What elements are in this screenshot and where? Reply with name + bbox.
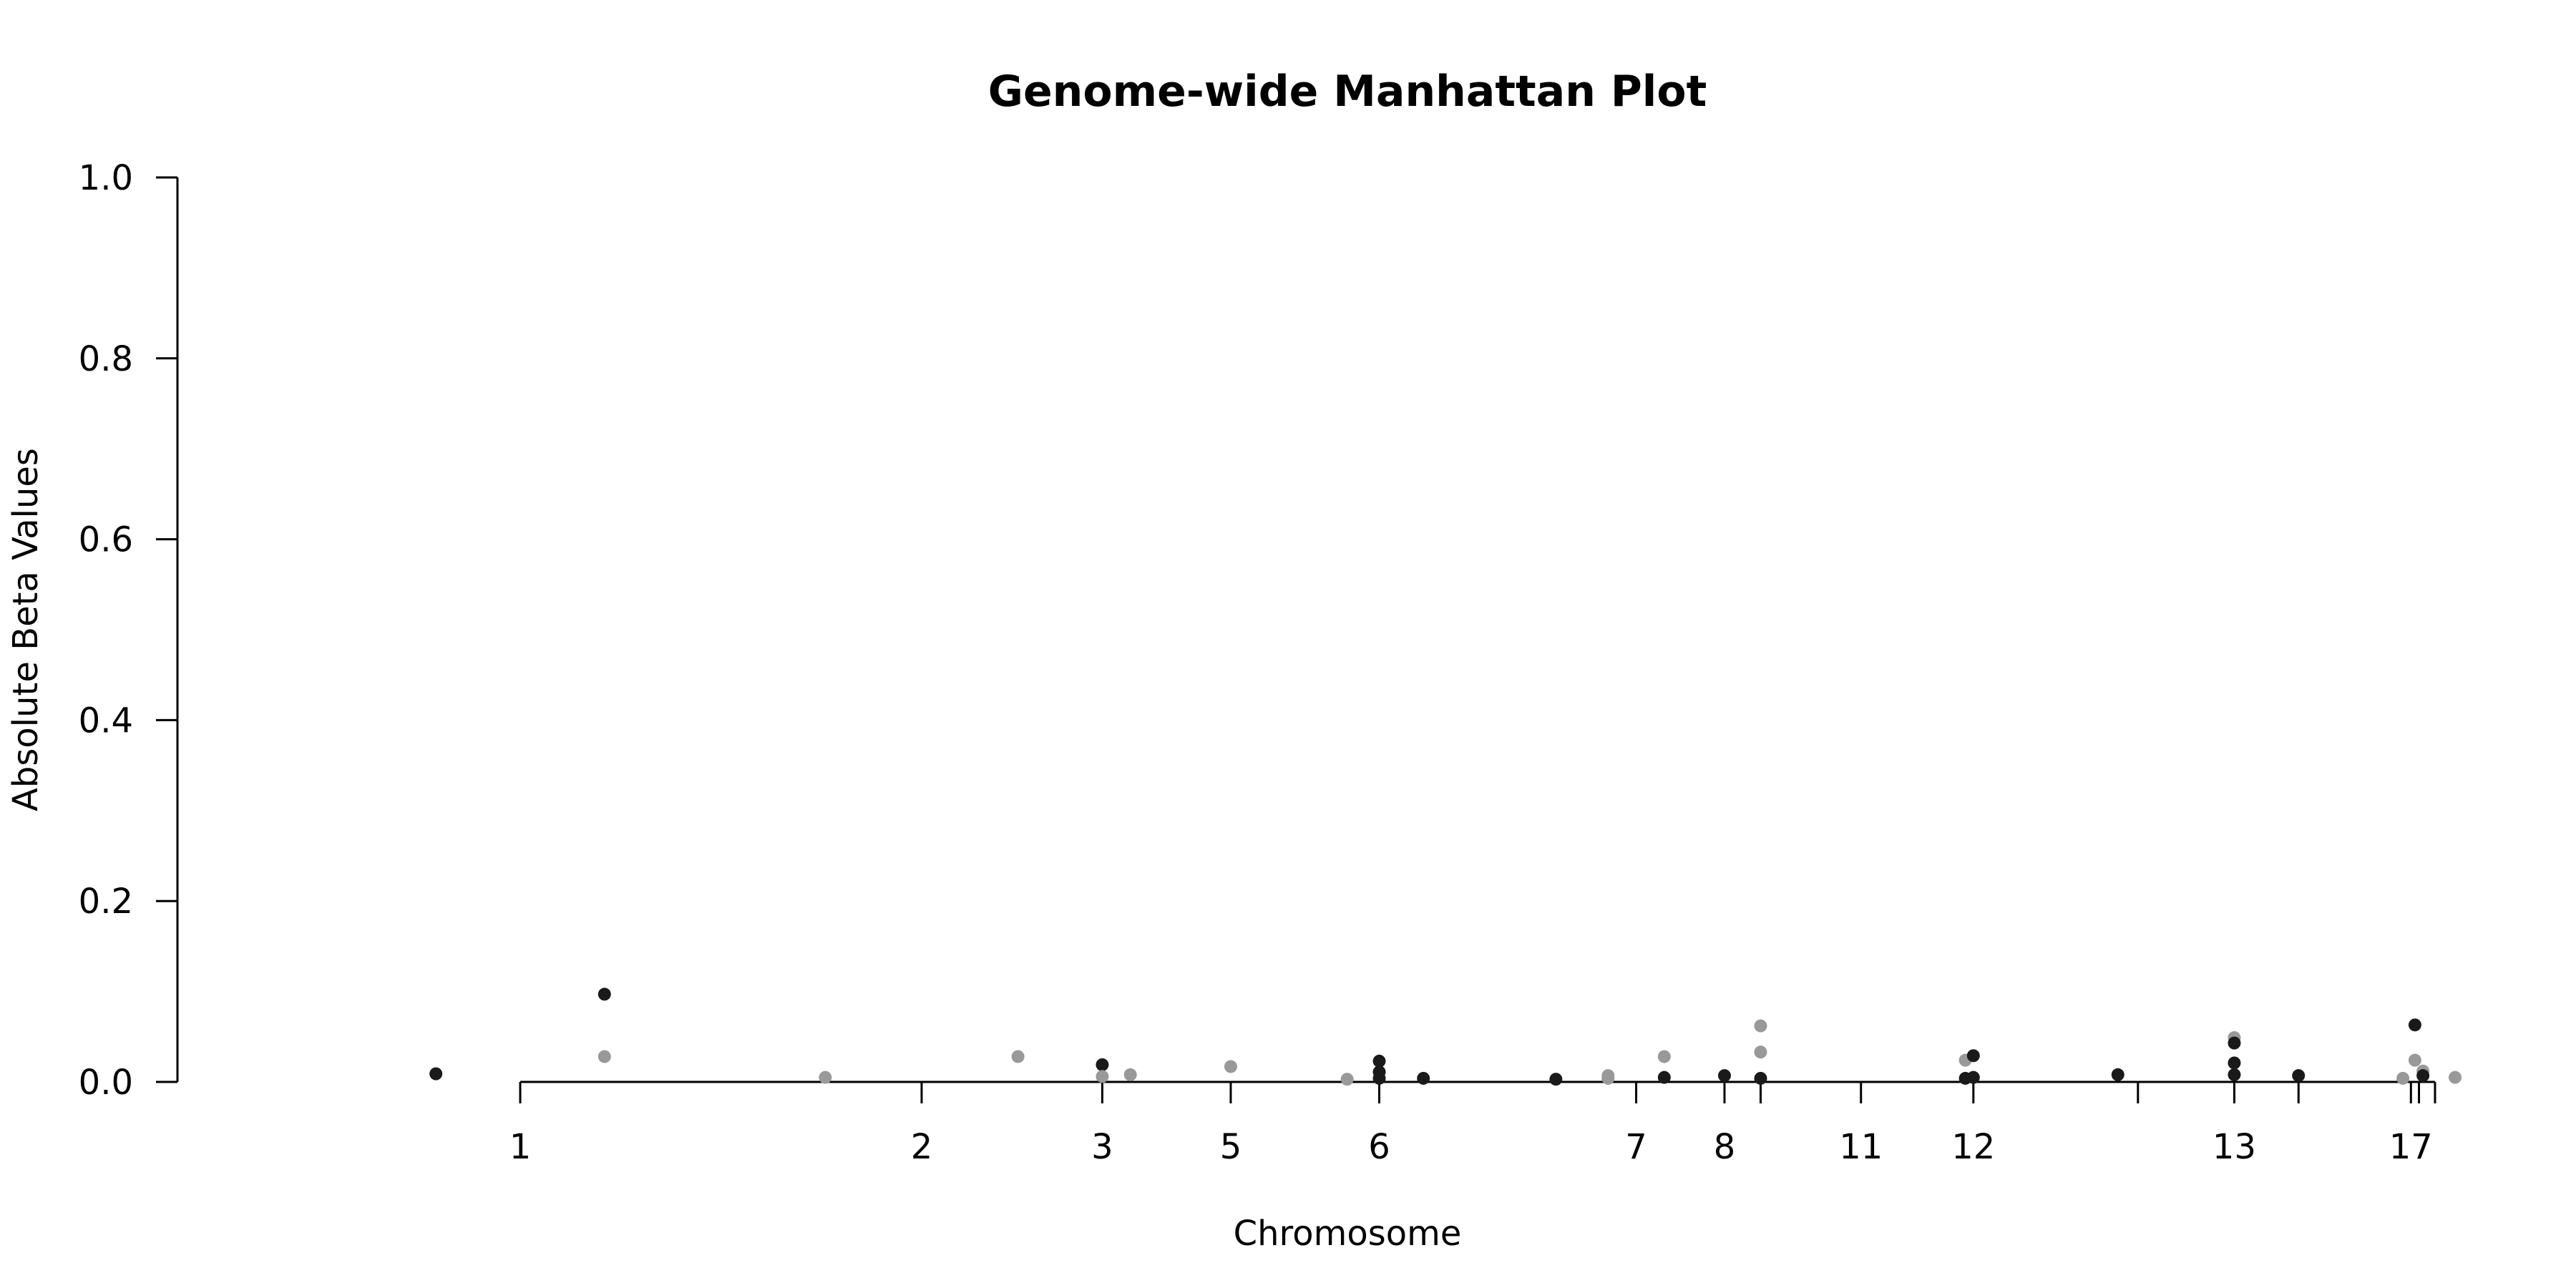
data-point bbox=[1340, 1073, 1354, 1086]
y-axis-label: Absolute Beta Values bbox=[6, 448, 46, 811]
y-tick-label: 0.8 bbox=[79, 339, 133, 379]
x-tick-label: 6 bbox=[1368, 1127, 1390, 1167]
data-point bbox=[2111, 1068, 2124, 1081]
data-points bbox=[429, 987, 2462, 1086]
y-tick-label: 0.4 bbox=[79, 701, 133, 741]
x-tick-label: 8 bbox=[1714, 1127, 1736, 1167]
data-point bbox=[2408, 1018, 2421, 1032]
data-point bbox=[1657, 1070, 1671, 1084]
data-point bbox=[2292, 1069, 2306, 1083]
x-tick-label: 2 bbox=[911, 1127, 933, 1167]
chart-title: Genome-wide Manhattan Plot bbox=[988, 67, 1707, 117]
data-point bbox=[597, 987, 611, 1001]
y-axis: 0.0 0.2 0.4 0.6 0.8 1.0 bbox=[79, 158, 179, 1103]
data-point bbox=[819, 1070, 832, 1084]
data-point bbox=[2449, 1070, 2462, 1084]
y-tick-label: 0.2 bbox=[79, 882, 133, 922]
data-point bbox=[2408, 1053, 2421, 1067]
data-point bbox=[1372, 1071, 1386, 1085]
data-point bbox=[1123, 1068, 1137, 1081]
data-point bbox=[2416, 1069, 2430, 1083]
x-tick-label: 5 bbox=[1220, 1127, 1242, 1167]
x-tick-label: 17 bbox=[2389, 1127, 2433, 1167]
data-point bbox=[1417, 1071, 1430, 1085]
data-point bbox=[1096, 1070, 1109, 1083]
data-point bbox=[1601, 1071, 1615, 1085]
data-point bbox=[1754, 1045, 1767, 1059]
data-point bbox=[2396, 1071, 2410, 1085]
x-tick-label: 1 bbox=[509, 1127, 532, 1167]
data-point bbox=[597, 1050, 611, 1063]
data-point bbox=[1754, 1071, 1767, 1085]
data-point bbox=[1549, 1073, 1563, 1086]
data-point bbox=[1966, 1049, 1980, 1063]
data-point bbox=[1224, 1060, 1237, 1073]
data-point bbox=[1657, 1050, 1671, 1063]
data-point bbox=[1011, 1050, 1025, 1063]
data-point bbox=[1372, 1054, 1386, 1068]
x-tick-label: 13 bbox=[2212, 1127, 2256, 1167]
x-tick-label: 12 bbox=[1951, 1127, 1995, 1167]
y-tick-label: 0.0 bbox=[79, 1063, 133, 1103]
y-tick-label: 1.0 bbox=[79, 158, 133, 198]
x-tick-label: 11 bbox=[1839, 1127, 1883, 1167]
data-point bbox=[2228, 1056, 2241, 1070]
x-tick-label: 7 bbox=[1625, 1127, 1647, 1167]
x-axis-label: Chromosome bbox=[1234, 1214, 1462, 1254]
data-point bbox=[1754, 1019, 1767, 1033]
x-axis: 1 2 3 5 6 7 8 11 12 13 17 bbox=[509, 1080, 2436, 1167]
y-tick-label: 0.6 bbox=[79, 520, 133, 560]
data-point bbox=[1096, 1058, 1109, 1071]
data-point bbox=[429, 1067, 443, 1080]
data-point bbox=[2228, 1068, 2241, 1081]
data-point bbox=[1718, 1069, 1731, 1083]
data-point bbox=[1966, 1070, 1980, 1084]
x-tick-label: 3 bbox=[1091, 1127, 1113, 1167]
data-point bbox=[2228, 1036, 2241, 1050]
